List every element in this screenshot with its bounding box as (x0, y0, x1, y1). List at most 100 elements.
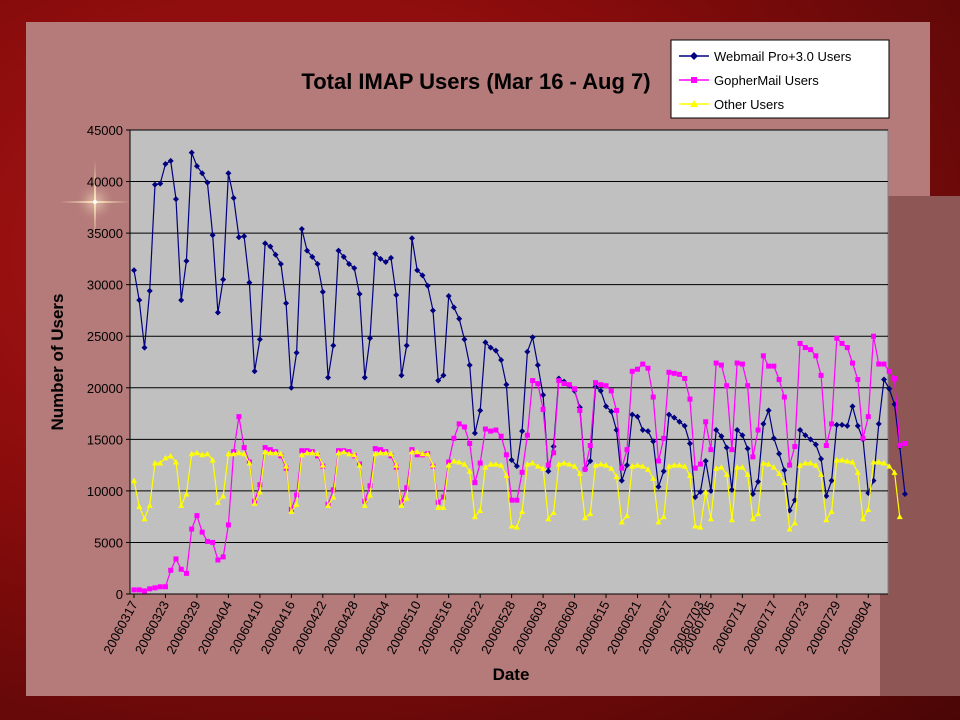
data-point (849, 459, 856, 465)
data-point (440, 372, 447, 379)
data-point (403, 495, 410, 501)
data-point (524, 461, 531, 467)
data-point (676, 371, 682, 377)
legend-marker-gophermail (691, 77, 697, 83)
data-point (209, 456, 216, 463)
data-point (225, 170, 232, 177)
data-point (734, 360, 740, 366)
data-point (330, 487, 336, 493)
data-point (451, 435, 457, 441)
data-point (587, 510, 594, 517)
data-point (456, 315, 463, 322)
data-point (450, 304, 457, 311)
data-point (781, 394, 787, 400)
data-point (660, 513, 667, 520)
data-point (849, 403, 856, 410)
data-point (687, 396, 693, 402)
data-point (304, 449, 311, 456)
series-1 (131, 149, 908, 514)
data-point (755, 510, 762, 517)
data-point (770, 435, 777, 442)
series-line (133, 152, 906, 513)
data-point (749, 515, 756, 522)
data-point (335, 247, 342, 254)
data-point (456, 459, 463, 465)
data-point (639, 427, 646, 434)
data-point (891, 469, 898, 475)
data-point (718, 433, 725, 440)
data-point (807, 460, 814, 466)
data-point (875, 459, 882, 465)
data-point (603, 462, 610, 468)
data-point (540, 391, 547, 398)
data-point (776, 450, 783, 457)
data-point (812, 462, 819, 468)
data-point (157, 180, 164, 187)
data-point (435, 499, 441, 505)
data-point (650, 438, 657, 445)
data-point (492, 461, 499, 467)
data-point (398, 372, 405, 379)
data-point (844, 457, 851, 464)
data-point (330, 342, 337, 349)
data-point (514, 497, 520, 503)
data-point (776, 377, 782, 383)
y-axis-ticks: 0 5000 10000 15000 20000 25000 30000 35000 40000… (87, 123, 130, 602)
data-point (572, 386, 578, 392)
data-point (393, 291, 400, 298)
data-point (634, 462, 641, 468)
data-point (235, 449, 242, 456)
data-point (655, 518, 662, 525)
data-point (896, 513, 903, 520)
data-point (534, 463, 541, 469)
data-point (703, 419, 709, 425)
data-point (844, 422, 851, 429)
data-point (582, 514, 589, 521)
data-point (256, 336, 263, 343)
data-point (728, 486, 735, 493)
data-point (676, 418, 683, 425)
data-point (440, 494, 446, 500)
data-point (262, 240, 269, 247)
data-point (251, 500, 258, 506)
data-point (854, 422, 861, 429)
data-point (686, 472, 693, 478)
data-point (467, 440, 473, 446)
data-point (477, 460, 483, 466)
data-point (220, 276, 227, 283)
data-point (241, 233, 248, 240)
data-point (377, 449, 384, 456)
data-point (886, 385, 893, 392)
data-point (833, 421, 840, 428)
data-point (210, 539, 216, 545)
data-point (293, 501, 300, 507)
data-point (613, 473, 620, 479)
data-point (387, 254, 394, 261)
data-point (136, 297, 143, 304)
data-point (881, 376, 887, 383)
data-point (865, 414, 871, 420)
data-point (157, 460, 164, 466)
data-point (755, 478, 762, 485)
data-point (309, 253, 316, 260)
data-point (823, 443, 829, 449)
data-point (361, 502, 368, 508)
data-point (681, 422, 688, 429)
data-point (367, 335, 374, 342)
data-point (535, 381, 541, 387)
data-point (808, 347, 814, 353)
data-point (702, 488, 709, 495)
data-point (288, 384, 295, 391)
data-point (529, 460, 536, 466)
data-point (692, 522, 699, 529)
data-point (466, 362, 473, 369)
data-point (314, 450, 321, 457)
data-point (482, 464, 489, 470)
data-point (461, 424, 467, 430)
data-point (356, 290, 363, 297)
data-point (550, 509, 557, 516)
data-point (760, 353, 766, 359)
data-point (829, 421, 835, 427)
data-point (608, 465, 615, 471)
data-point (288, 508, 295, 515)
